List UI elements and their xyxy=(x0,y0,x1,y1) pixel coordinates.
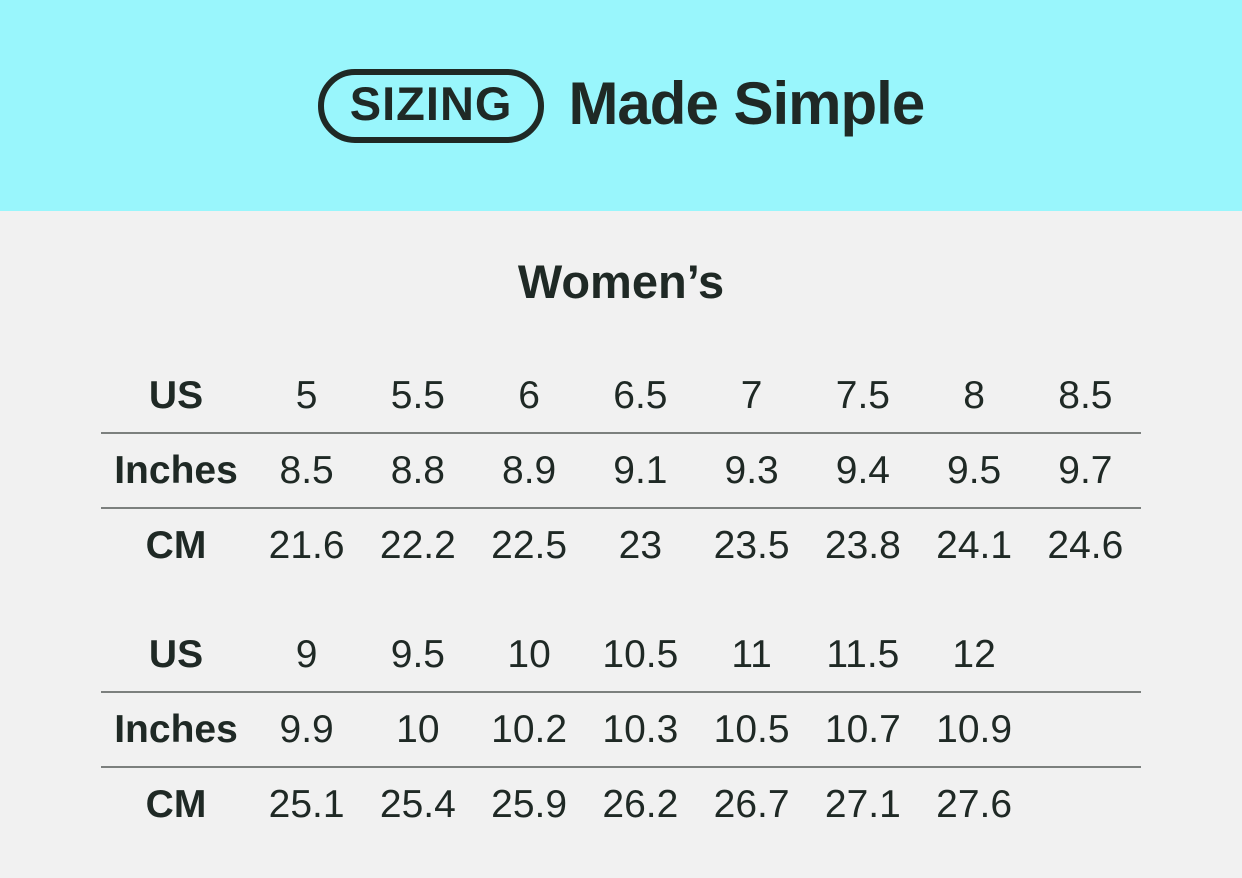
size-cell: 9.5 xyxy=(390,633,445,677)
size-cell: 8 xyxy=(963,374,985,418)
table-row-cm-1: CM 21.6 22.2 22.5 23 23.5 23.8 24.1 24.6 xyxy=(101,509,1141,582)
size-cell: 9.5 xyxy=(947,449,1002,493)
size-cell: 25.4 xyxy=(379,783,456,827)
size-table-2: US 9 9.5 10 10.5 11 11.5 12 Inches 9.9 1… xyxy=(101,618,1141,841)
size-cell: 23 xyxy=(618,524,663,568)
size-cell: 26.7 xyxy=(713,783,790,827)
row-label: CM xyxy=(145,783,207,827)
size-cell: 10.9 xyxy=(936,708,1013,752)
size-cell: 23.8 xyxy=(824,524,901,568)
size-cell: 8.9 xyxy=(502,449,557,493)
row-label: Inches xyxy=(114,708,238,752)
size-cell: 24.1 xyxy=(936,524,1013,568)
size-cell: 9.7 xyxy=(1058,449,1113,493)
size-cell: 21.6 xyxy=(268,524,345,568)
row-label: CM xyxy=(145,524,207,568)
header-title: Made Simple xyxy=(568,69,925,137)
main-section: Women’s US 5 5.5 6 6.5 7 7.5 8 8.5 Inche… xyxy=(0,211,1242,841)
size-cell: 9 xyxy=(295,633,318,677)
size-cell: 8.5 xyxy=(1058,374,1113,418)
size-cell: 9.1 xyxy=(613,449,668,493)
size-cell: 10.5 xyxy=(602,633,679,677)
size-cell: 25.1 xyxy=(268,783,345,827)
row-label: Inches xyxy=(114,449,238,493)
size-cell: 11 xyxy=(731,633,772,677)
size-cell: 27.1 xyxy=(824,783,901,827)
table-row-us-2: US 9 9.5 10 10.5 11 11.5 12 xyxy=(101,618,1141,694)
size-cell: 25.9 xyxy=(491,783,568,827)
size-cell: 22.5 xyxy=(491,524,568,568)
size-cell: 8.8 xyxy=(390,449,445,493)
table-row-cm-2: CM 25.1 25.4 25.9 26.2 26.7 27.1 27.6 xyxy=(101,768,1141,841)
size-cell: 8.5 xyxy=(279,449,334,493)
size-cell: 10.5 xyxy=(713,708,790,752)
size-cell: 10.2 xyxy=(491,708,568,752)
size-cell: 10 xyxy=(507,633,551,677)
size-cell: 9.9 xyxy=(279,708,334,752)
womens-section-title: Women’s xyxy=(517,255,725,308)
size-cell: 27.6 xyxy=(936,783,1013,827)
size-cell: 6.5 xyxy=(613,374,668,418)
size-cell: 11.5 xyxy=(826,633,900,677)
size-cell: 7 xyxy=(740,374,763,418)
size-cell: 10.7 xyxy=(824,708,901,752)
size-cell: 23.5 xyxy=(713,524,790,568)
table-row-inches-2: Inches 9.9 10 10.2 10.3 10.5 10.7 10.9 xyxy=(101,693,1141,769)
table-row-us-1: US 5 5.5 6 6.5 7 7.5 8 8.5 xyxy=(101,359,1141,435)
size-cell: 12 xyxy=(952,633,996,677)
size-cell: 5.5 xyxy=(390,374,445,418)
size-cell: 9.3 xyxy=(724,449,779,493)
header-band: SIZING Made Simple xyxy=(0,0,1242,211)
row-label: US xyxy=(148,633,204,677)
size-table-1: US 5 5.5 6 6.5 7 7.5 8 8.5 Inches 8.5 8.… xyxy=(101,359,1141,582)
row-label: US xyxy=(148,374,204,418)
size-cell: 5 xyxy=(295,374,318,418)
size-cell: 7.5 xyxy=(835,374,890,418)
sizing-badge: SIZING xyxy=(317,68,545,143)
size-cell: 6 xyxy=(518,374,540,418)
size-cell: 22.2 xyxy=(379,524,456,568)
size-cell: 9.4 xyxy=(835,449,890,493)
size-cell: 24.6 xyxy=(1047,524,1124,568)
size-cell: 10.3 xyxy=(602,708,679,752)
size-cell: 10 xyxy=(396,708,440,752)
size-cell: 26.2 xyxy=(602,783,679,827)
sizing-badge-label: SIZING xyxy=(349,77,513,130)
table-row-inches-1: Inches 8.5 8.8 8.9 9.1 9.3 9.4 9.5 9.7 xyxy=(101,434,1141,510)
